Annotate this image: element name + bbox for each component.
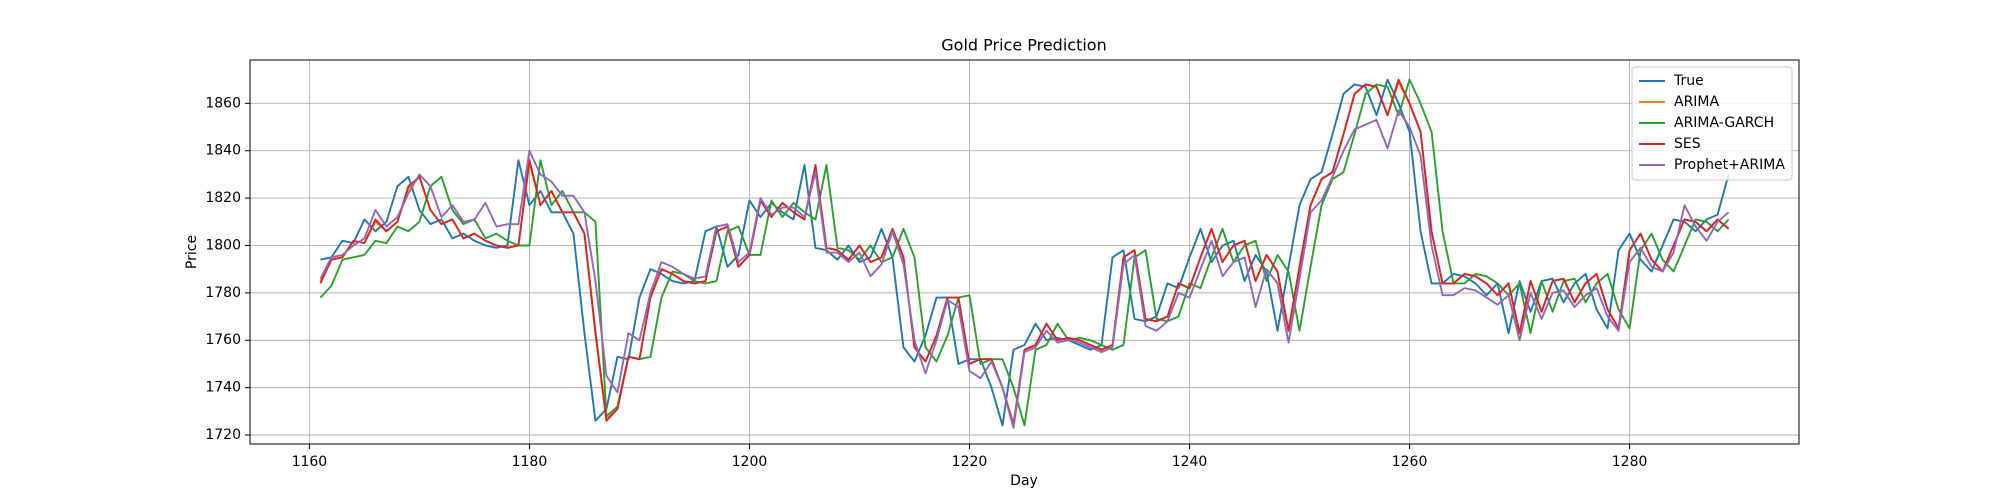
legend-label: ARIMA-GARCH bbox=[1674, 115, 1774, 131]
legend-label: ARIMA bbox=[1674, 94, 1720, 110]
x-tick-label: 1160 bbox=[292, 454, 328, 470]
x-tick-label: 1220 bbox=[952, 454, 988, 470]
y-tick-label: 1760 bbox=[205, 332, 241, 348]
x-tick-label: 1200 bbox=[732, 454, 768, 470]
plot-frame bbox=[249, 59, 1800, 445]
series-line bbox=[320, 78, 1730, 427]
legend-label: True bbox=[1673, 73, 1704, 89]
series-line bbox=[319, 109, 1730, 429]
y-tick-label: 1720 bbox=[205, 427, 241, 443]
series-line bbox=[319, 81, 1730, 425]
y-tick-label: 1740 bbox=[205, 380, 241, 396]
y-tick-label: 1820 bbox=[205, 190, 241, 206]
y-tick-label: 1800 bbox=[205, 237, 241, 253]
series-line bbox=[319, 78, 1730, 427]
series-line bbox=[319, 78, 1730, 427]
y-tick-label: 1780 bbox=[205, 285, 241, 301]
x-tick-label: 1260 bbox=[1392, 454, 1428, 470]
legend-box bbox=[1631, 66, 1793, 181]
x-tick-label: 1180 bbox=[512, 454, 548, 470]
x-tick-label: 1280 bbox=[1612, 454, 1648, 470]
y-tick-label: 1840 bbox=[205, 143, 241, 159]
legend-label: Prophet+ARIMA bbox=[1674, 157, 1785, 173]
chart-title: Gold Price Prediction bbox=[941, 36, 1106, 55]
x-tick-label: 1240 bbox=[1172, 454, 1208, 470]
y-axis-label: Price bbox=[184, 235, 200, 269]
y-tick-label: 1860 bbox=[205, 95, 241, 111]
x-axis-label: Day bbox=[1010, 473, 1038, 489]
legend: True ARIMA ARIMA-GARCH SES Prophet+ARIMA bbox=[1631, 66, 1793, 181]
legend-label: SES bbox=[1674, 136, 1701, 152]
